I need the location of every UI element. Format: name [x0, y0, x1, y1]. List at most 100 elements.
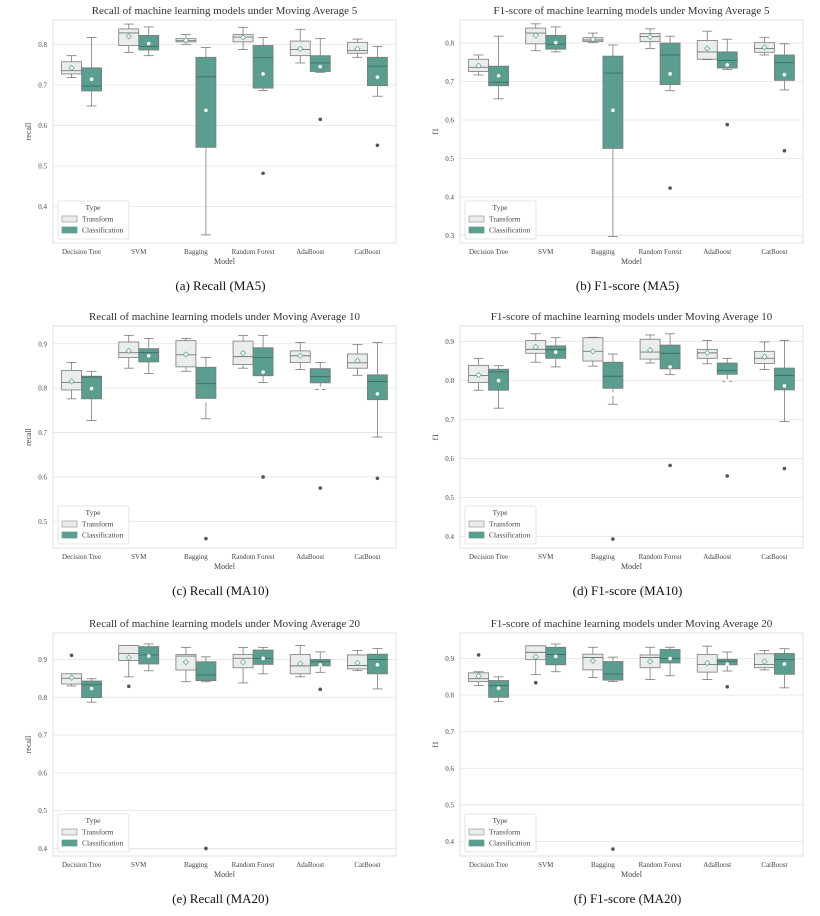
mean-marker	[475, 371, 482, 379]
legend: Type Transform Classification	[464, 200, 537, 240]
y-tick-label: 0.6	[445, 765, 454, 773]
chart-title: Recall of machine learning models under …	[89, 618, 361, 630]
outlier-point	[725, 122, 730, 127]
y-tick-label: 0.5	[445, 801, 454, 809]
box-classification	[716, 38, 738, 127]
iqr-box	[367, 56, 388, 87]
legend-title: Type	[493, 816, 509, 825]
x-tick-label: SVM	[538, 248, 554, 256]
x-tick-label: CatBoost	[354, 861, 380, 869]
box-classification	[367, 45, 388, 148]
x-tick-label: CatBoost	[761, 553, 787, 561]
x-tick-label: AdaBoost	[703, 248, 731, 256]
x-tick-label: Decision Tree	[469, 248, 508, 256]
x-tick-label: Random Forest	[639, 553, 682, 561]
y-axis-label: f1	[431, 434, 440, 441]
box-classification	[138, 338, 160, 374]
mean-marker	[89, 686, 94, 691]
box-transform	[289, 28, 311, 64]
legend-entry: Transform	[489, 828, 521, 837]
box-transform	[525, 645, 547, 685]
mean-marker	[668, 72, 672, 76]
mean-marker	[375, 75, 380, 79]
mean-marker	[725, 63, 730, 67]
mean-marker	[611, 690, 615, 695]
outlier-point	[318, 486, 323, 490]
mean-marker	[375, 662, 380, 667]
mean-marker	[589, 36, 597, 43]
x-tick-label: AdaBoost	[296, 248, 324, 256]
x-axis-label: Model	[621, 257, 643, 266]
box-transform	[468, 357, 489, 391]
mean-marker	[668, 656, 672, 661]
box-transform	[582, 646, 604, 678]
outlier-point	[533, 680, 538, 685]
box-transform	[175, 338, 197, 372]
outlier-point	[261, 171, 265, 176]
mean-marker	[611, 392, 615, 396]
mean-marker	[553, 40, 558, 45]
x-tick-label: Decision Tree	[62, 861, 101, 869]
outlier-point	[611, 847, 615, 851]
legend-entry: Classification	[489, 531, 530, 540]
box-classification	[602, 656, 624, 851]
box-transform	[754, 341, 775, 371]
legend-entry: Classification	[82, 839, 123, 848]
legend: Type Transform Classification	[464, 813, 537, 853]
mean-marker	[146, 654, 151, 658]
mean-marker	[239, 349, 247, 357]
outlier-point	[375, 476, 380, 481]
chart-title: F1-score of machine learning models unde…	[491, 311, 773, 323]
x-tick-label: Bagging	[184, 861, 208, 869]
mean-marker	[68, 674, 75, 681]
box-classification	[659, 333, 681, 468]
box-classification	[716, 357, 738, 478]
x-tick-label: Random Forest	[232, 248, 275, 256]
mean-marker	[704, 659, 711, 667]
box-classification	[659, 35, 681, 190]
x-tick-label: Decision Tree	[469, 553, 508, 561]
box-classification	[488, 35, 509, 100]
box-transform	[175, 34, 197, 45]
y-tick-label: 0.9	[38, 656, 47, 664]
y-tick-label: 0.5	[445, 494, 454, 502]
box-transform	[696, 645, 718, 680]
legend-entry: Transform	[489, 215, 521, 224]
legend-swatch-classification	[61, 226, 78, 234]
x-tick-label: SVM	[538, 553, 554, 561]
mean-marker	[354, 357, 361, 364]
box-classification	[309, 38, 331, 122]
x-tick-label: SVM	[131, 861, 147, 869]
box-classification	[138, 643, 160, 672]
chart-title: F1-score of machine learning models unde…	[491, 618, 773, 630]
box-transform	[754, 650, 775, 671]
mean-marker	[318, 64, 323, 69]
mean-marker	[496, 378, 501, 383]
y-tick-label: 0.9	[38, 340, 47, 348]
legend-title: Type	[493, 203, 509, 212]
box-transform	[639, 28, 661, 49]
outlier-point	[318, 117, 323, 122]
y-tick-label: 0.4	[38, 203, 47, 211]
box-classification	[81, 37, 102, 107]
mean-marker	[761, 353, 768, 360]
iqr-box	[252, 45, 274, 89]
box-classification	[309, 362, 331, 490]
mean-marker	[297, 660, 304, 667]
outlier-point	[375, 143, 380, 148]
legend-entry: Transform	[489, 520, 521, 529]
y-tick-label: 0.6	[445, 116, 454, 124]
box-transform	[347, 38, 368, 58]
outlier-point	[318, 687, 323, 692]
outlier-point	[782, 148, 787, 153]
mean-marker	[68, 64, 75, 71]
legend-swatch-classification	[468, 839, 485, 847]
outlier-point	[668, 186, 672, 190]
iqr-box	[716, 362, 738, 375]
box-classification	[195, 357, 217, 541]
outlier-point	[668, 463, 672, 468]
legend-entry: Classification	[489, 839, 530, 848]
chart-panel-e: 0.4 0.5 0.6 0.7 0.8 0.9 Recall of machine lear…	[24, 618, 397, 906]
x-tick-label: CatBoost	[761, 248, 787, 256]
box-transform	[582, 32, 604, 44]
